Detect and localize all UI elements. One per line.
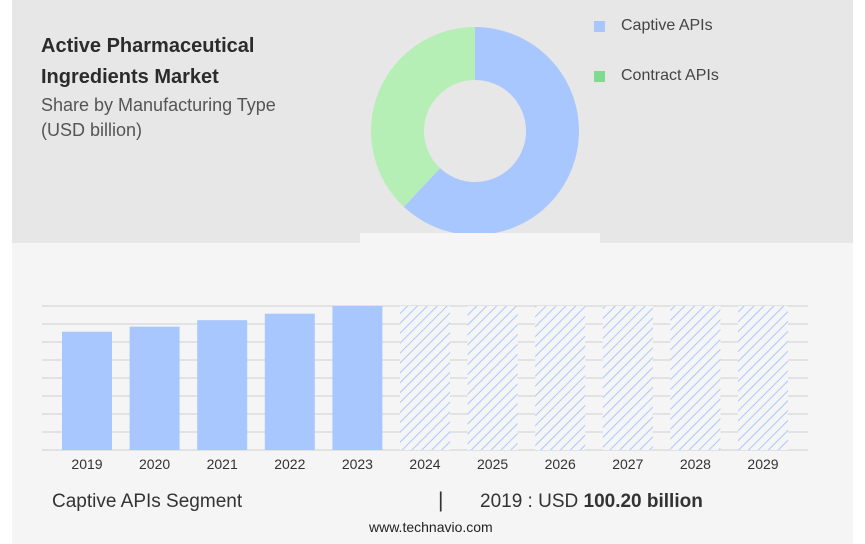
donut-slice-contract-apis [371, 26, 475, 207]
chart-subtitle: Share by Manufacturing Type (USD billion… [41, 93, 341, 143]
forecast-bar-2027 [602, 306, 653, 450]
forecast-bar-2026 [535, 306, 586, 450]
x-tick-2023: 2023 [342, 456, 373, 472]
legend-label-contract: Contract APIs [621, 67, 719, 84]
legend-item-captive: Captive APIs [594, 17, 713, 35]
subtitle-line-2: (USD billion) [41, 120, 143, 140]
title-line-1: Active Pharmaceutical [41, 35, 255, 57]
forecast-bar-2024 [400, 306, 450, 450]
legend-swatch-captive [594, 20, 605, 32]
x-tick-2028: 2028 [680, 456, 711, 472]
x-tick-2022: 2022 [274, 456, 305, 472]
source-link: www.technavio.com [369, 519, 493, 535]
bar-2023 [332, 306, 383, 450]
bar-2019 [62, 331, 112, 450]
x-tick-2029: 2029 [747, 456, 778, 472]
bar-2021 [197, 320, 248, 450]
bar-2020 [129, 326, 180, 450]
x-axis-ticks: 2019 2020 2021 2022 2023 2024 2025 2026 2027 2028… [71, 456, 778, 472]
bar-series [62, 306, 788, 450]
bar-2022 [264, 313, 315, 450]
x-tick-2027: 2027 [612, 456, 643, 472]
x-tick-2024: 2024 [409, 456, 440, 472]
segment-label: Captive APIs Segment [52, 491, 243, 512]
forecast-bar-2029 [738, 306, 788, 450]
donut-slice-captive-apis [403, 27, 579, 235]
highlight-amount: 100.20 billion [583, 491, 703, 512]
subtitle-line-1: Share by Manufacturing Type [41, 95, 276, 115]
x-tick-2021: 2021 [207, 456, 238, 472]
highlight-value: 2019 : USD 100.20 billion [480, 491, 703, 513]
title-line-2: Ingredients Market [41, 66, 219, 88]
footer-divider: | [438, 489, 444, 512]
legend-label-captive: Captive APIs [621, 17, 713, 34]
forecast-bar-2028 [670, 306, 721, 450]
legend-item-contract: Contract APIs [594, 67, 719, 85]
x-tick-2026: 2026 [545, 456, 576, 472]
x-tick-2019: 2019 [71, 456, 102, 472]
forecast-bar-2025 [467, 306, 518, 450]
donut-chart [360, 26, 600, 253]
legend-swatch-contract [594, 70, 605, 82]
highlight-year: 2019 : USD [480, 491, 584, 512]
x-tick-2020: 2020 [139, 456, 170, 472]
x-tick-2025: 2025 [477, 456, 508, 472]
chart-title: Active Pharmaceutical Ingredients Market [41, 31, 341, 93]
donut-panel-edge [360, 233, 600, 253]
